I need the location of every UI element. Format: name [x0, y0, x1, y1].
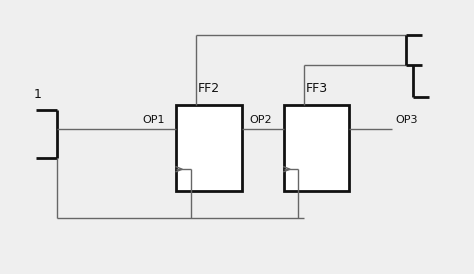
Bar — [284, 105, 349, 191]
Text: FF2: FF2 — [198, 82, 220, 95]
Text: OP2: OP2 — [249, 115, 272, 125]
Text: FF3: FF3 — [306, 82, 328, 95]
Text: OP1: OP1 — [142, 115, 164, 125]
Text: OP3: OP3 — [395, 115, 418, 125]
Bar — [176, 105, 242, 191]
Text: 1: 1 — [33, 88, 41, 101]
